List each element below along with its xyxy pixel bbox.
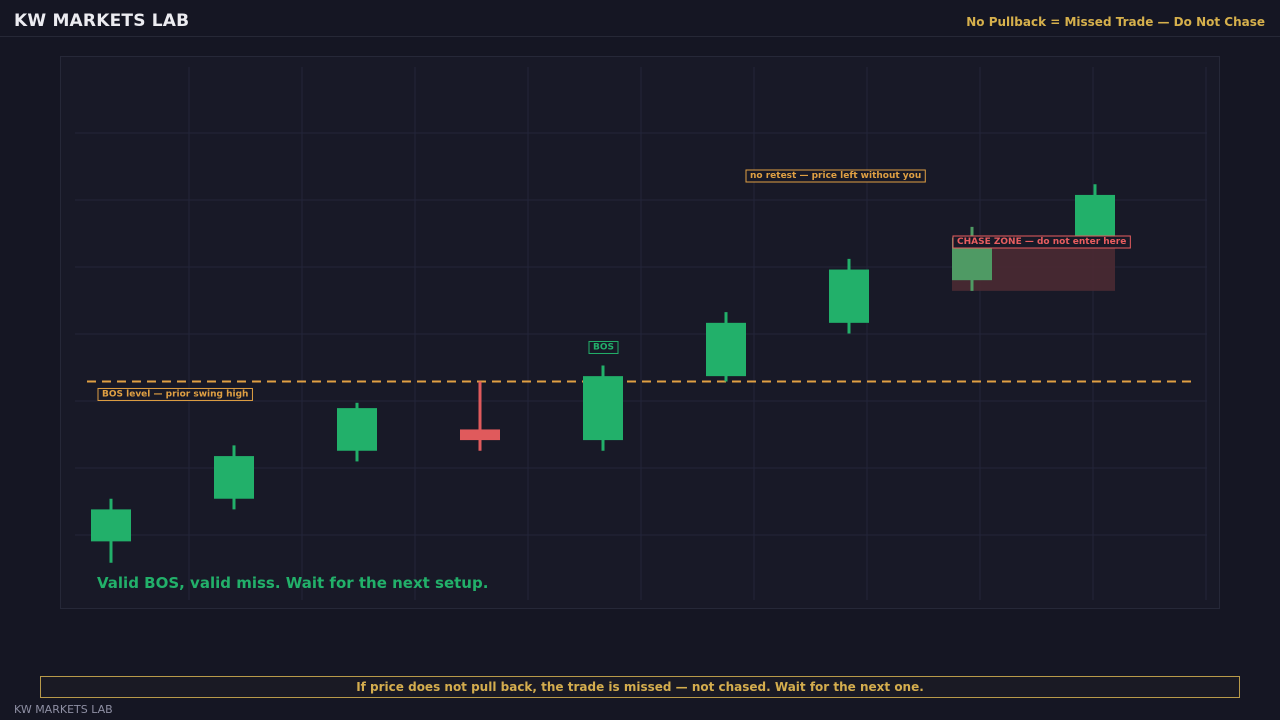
brand-title: KW MARKETS LAB <box>14 11 190 31</box>
chase-zone-label: CHASE ZONE — do not enter here <box>957 237 1126 247</box>
footer-brand: KW MARKETS LAB <box>14 703 113 716</box>
no-retest-label: no retest — price left without you <box>750 171 921 181</box>
header-tagline: No Pullback = Missed Trade — Do Not Chas… <box>966 15 1265 29</box>
bos-marker-label: BOS <box>593 342 614 352</box>
bos-level-label-box <box>97 387 253 401</box>
top-bar: KW MARKETS LAB No Pullback = Missed Trad… <box>0 0 1280 37</box>
candlestick-chart: BOS BOS level — prior swing high no retest… <box>75 67 1207 600</box>
bos-marker-label-box <box>588 340 619 354</box>
candle-body <box>1075 194 1115 238</box>
footer-banner: If price does not pull back, the trade i… <box>40 676 1240 698</box>
candle-body <box>583 376 623 441</box>
candle-body <box>460 429 500 441</box>
summary-text: Valid BOS, valid miss. Wait for the next… <box>97 574 488 592</box>
candle-body <box>91 509 131 542</box>
candle-body <box>337 408 377 451</box>
chase-zone-label-box <box>952 235 1131 249</box>
candle-body <box>214 456 254 499</box>
no-retest-label-box <box>745 169 926 183</box>
candle-body <box>829 269 869 323</box>
chart-panel: BOS BOS level — prior swing high no retest… <box>60 56 1220 609</box>
bos-level-label: BOS level — prior swing high <box>102 389 248 399</box>
candle-body <box>706 322 746 377</box>
